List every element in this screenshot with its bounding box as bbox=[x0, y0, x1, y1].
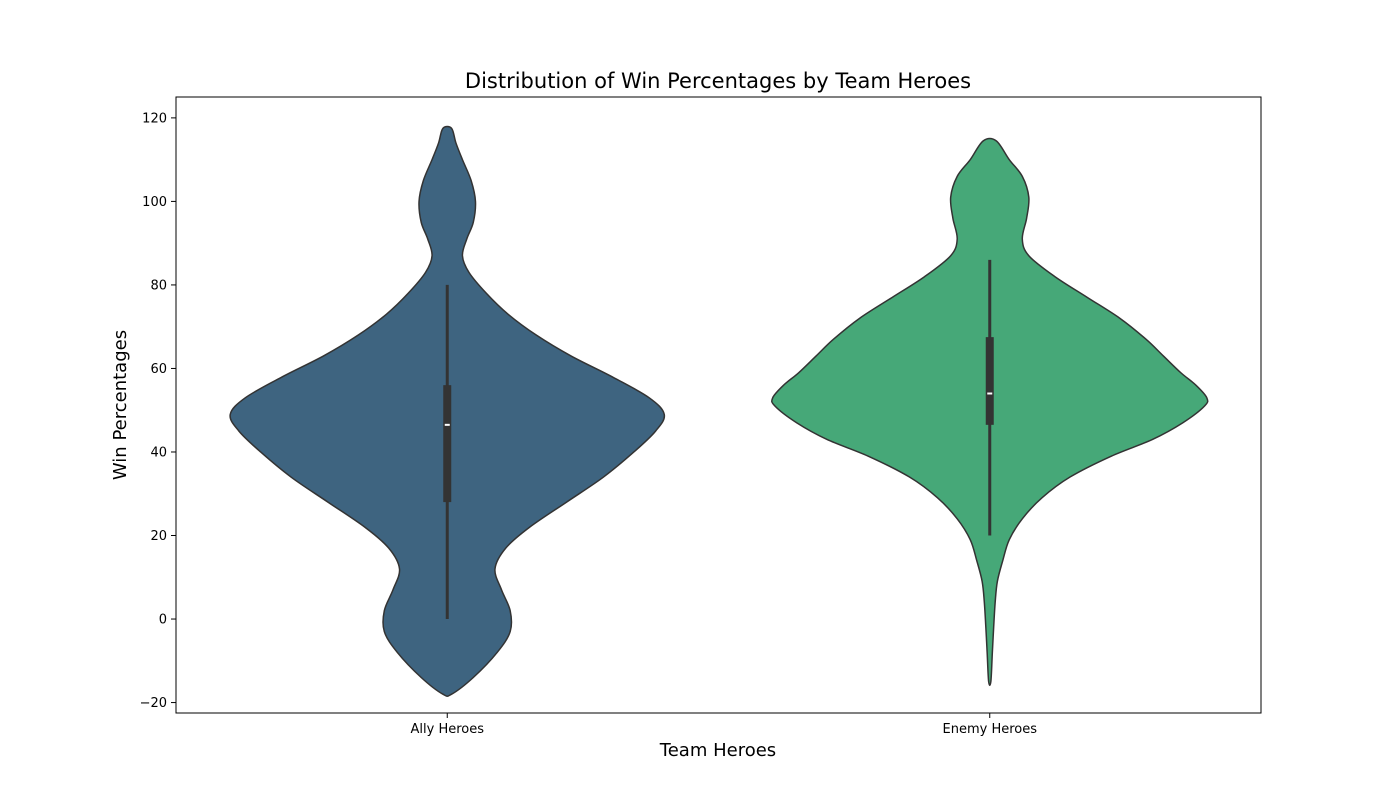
y-axis: −20 0 20 40 60 80 100 120 bbox=[140, 111, 176, 711]
y-axis-title: Win Percentages bbox=[110, 330, 131, 480]
y-tick-label: 0 bbox=[159, 613, 167, 628]
y-tick-label: 20 bbox=[150, 529, 167, 544]
plot-frame bbox=[175, 96, 1262, 714]
y-tick-label: 60 bbox=[150, 362, 167, 377]
iqr-box-enemy-heroes bbox=[985, 337, 994, 425]
chart-title: Distribution of Win Percentages by Team … bbox=[465, 69, 971, 93]
x-tick-label: Ally Heroes bbox=[411, 722, 485, 737]
violins-group bbox=[229, 125, 1209, 698]
y-tick-label: 40 bbox=[150, 445, 167, 460]
iqr-box-ally-heroes bbox=[443, 385, 452, 503]
y-tick-label: 80 bbox=[150, 278, 167, 293]
y-tick-label: 120 bbox=[142, 111, 167, 126]
x-tick-label: Enemy Heroes bbox=[943, 722, 1038, 737]
x-axis: Ally Heroes Enemy Heroes bbox=[411, 713, 1038, 737]
y-tick-label: 100 bbox=[142, 195, 167, 210]
y-tick-label: −20 bbox=[140, 696, 167, 711]
x-axis-title: Team Heroes bbox=[659, 740, 776, 761]
